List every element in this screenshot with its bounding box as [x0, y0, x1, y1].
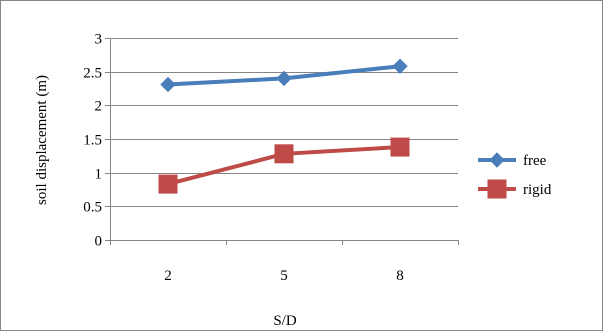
x-axis-label: S/D: [273, 313, 297, 329]
x-tick-label: 5: [280, 268, 288, 284]
x-tick-label: 2: [164, 268, 172, 284]
data-point-rigid: [274, 144, 294, 164]
y-tick-label: 3: [95, 32, 103, 48]
data-point-rigid: [390, 137, 410, 157]
data-point-free: [160, 76, 176, 93]
legend-item-rigid: rigid: [478, 179, 552, 199]
x-tick-label: 8: [396, 268, 404, 284]
axes: [105, 38, 459, 245]
series-layer: [158, 58, 410, 194]
y-tick-label: 0.5: [83, 200, 102, 216]
data-point-free: [276, 70, 292, 87]
legend-item-free: free: [478, 152, 547, 169]
y-tick-label: 1.5: [83, 133, 102, 149]
y-tick-labels: 0 0.5 1 1.5 2 2.5 3: [83, 32, 102, 250]
y-tick-label: 0: [95, 234, 103, 250]
legend: free rigid: [478, 152, 552, 199]
data-point-free: [392, 58, 408, 74]
series-free: [160, 58, 408, 93]
y-tick-label: 2: [95, 99, 103, 115]
legend-label: rigid: [523, 182, 552, 198]
y-tick-label: 1: [95, 167, 103, 183]
legend-label: free: [523, 153, 547, 169]
x-tick-labels: 2 5 8: [164, 268, 404, 284]
y-axis-label: soil displacement (m): [34, 75, 50, 205]
legend-marker: [487, 179, 507, 199]
series-rigid: [158, 137, 410, 194]
legend-marker: [489, 152, 505, 168]
data-point-rigid: [158, 174, 178, 194]
y-tick-label: 2.5: [83, 66, 102, 82]
